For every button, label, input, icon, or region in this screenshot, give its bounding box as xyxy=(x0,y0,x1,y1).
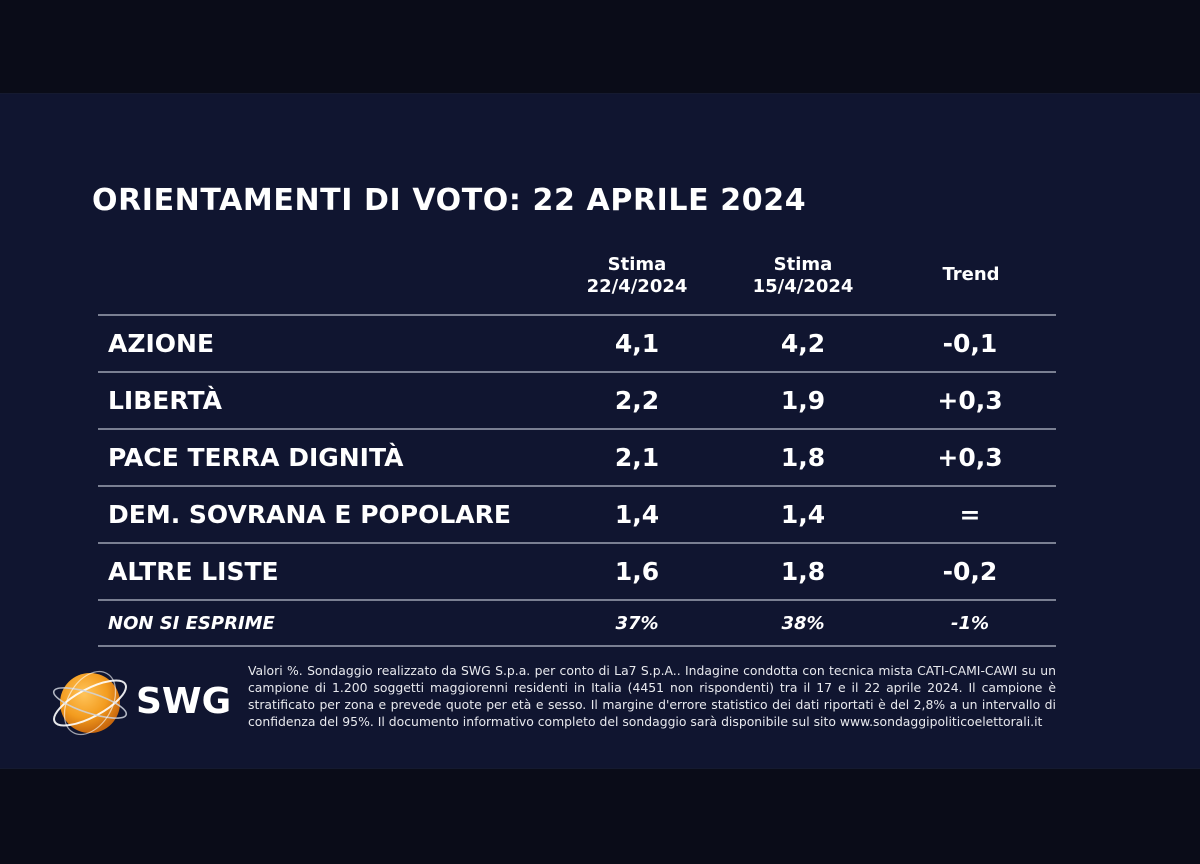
trend-value: -0,2 xyxy=(942,557,998,586)
column-header-previous: Stima 15/4/2024 xyxy=(722,254,884,298)
logo-text: SWG xyxy=(136,681,232,722)
estimate-current: 1,6 xyxy=(614,557,660,586)
party-name: PACE TERRA DIGNITÀ xyxy=(108,443,404,472)
estimate-current: 1,4 xyxy=(614,500,660,529)
table-row: AZIONE 4,1 4,2 -0,1 xyxy=(98,314,1056,371)
table-row: LIBERTÀ 2,2 1,9 +0,3 xyxy=(98,371,1056,428)
bottom-band xyxy=(0,768,1200,864)
estimate-previous: 1,9 xyxy=(780,386,826,415)
table-row-undecided: NON SI ESPRIME 37% 38% -1% xyxy=(98,599,1056,647)
column-header-trend: Trend xyxy=(942,264,1000,285)
party-name: DEM. SOVRANA E POPOLARE xyxy=(108,500,511,529)
estimate-previous: 1,8 xyxy=(780,443,826,472)
table-row: ALTRE LISTE 1,6 1,8 -0,2 xyxy=(98,542,1056,599)
swg-logo: SWG xyxy=(46,665,236,741)
top-band xyxy=(0,0,1200,94)
party-name: LIBERTÀ xyxy=(108,386,222,415)
column-header-current-line1: Stima xyxy=(607,254,667,275)
estimate-previous: 38% xyxy=(781,613,825,634)
estimate-previous: 1,4 xyxy=(780,500,826,529)
column-header-current-line2: 22/4/2024 xyxy=(586,276,688,297)
party-name: ALTRE LISTE xyxy=(108,557,279,586)
trend-value: = xyxy=(959,500,981,529)
party-name: AZIONE xyxy=(108,329,215,358)
column-header-previous-line2: 15/4/2024 xyxy=(752,276,854,297)
table-row: DEM. SOVRANA E POPOLARE 1,4 1,4 = xyxy=(98,485,1056,542)
methodology-note: Valori %. Sondaggio realizzato da SWG S.… xyxy=(248,663,1056,729)
poll-table: AZIONE 4,1 4,2 -0,1 LIBERTÀ 2,2 1,9 +0,3… xyxy=(98,314,1056,647)
trend-value: -0,1 xyxy=(942,329,998,358)
estimate-current: 2,1 xyxy=(614,443,660,472)
poll-panel xyxy=(0,94,1200,768)
chart-title: ORIENTAMENTI DI VOTO: 22 APRILE 2024 xyxy=(92,183,807,218)
column-header-previous-line1: Stima xyxy=(773,254,833,275)
trend-value: +0,3 xyxy=(937,386,1003,415)
trend-value: -1% xyxy=(950,613,990,634)
column-header-current: Stima 22/4/2024 xyxy=(556,254,718,298)
estimate-current: 2,2 xyxy=(614,386,660,415)
estimate-previous: 4,2 xyxy=(780,329,826,358)
party-name: NON SI ESPRIME xyxy=(108,613,275,634)
estimate-previous: 1,8 xyxy=(780,557,826,586)
table-row: PACE TERRA DIGNITÀ 2,1 1,8 +0,3 xyxy=(98,428,1056,485)
globe-icon xyxy=(52,670,128,736)
trend-value: +0,3 xyxy=(937,443,1003,472)
estimate-current: 4,1 xyxy=(614,329,660,358)
estimate-current: 37% xyxy=(615,613,659,634)
